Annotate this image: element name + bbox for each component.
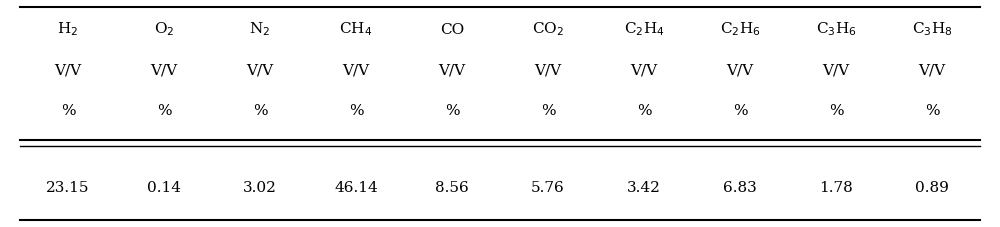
Text: V/V: V/V [918,63,946,77]
Text: V/V: V/V [150,63,178,77]
Text: 23.15: 23.15 [46,181,90,195]
Text: V/V: V/V [726,63,754,77]
Text: C$_3$H$_8$: C$_3$H$_8$ [912,21,952,38]
Text: V/V: V/V [438,63,466,77]
Text: %: % [157,104,171,118]
Text: %: % [541,104,555,118]
Text: %: % [829,104,843,118]
Text: O$_2$: O$_2$ [154,21,174,38]
Text: 46.14: 46.14 [334,181,378,195]
Text: C$_3$H$_6$: C$_3$H$_6$ [816,21,856,38]
Text: %: % [61,104,75,118]
Text: 8.56: 8.56 [435,181,469,195]
Text: V/V: V/V [246,63,274,77]
Text: CH$_4$: CH$_4$ [339,21,373,38]
Text: V/V: V/V [822,63,850,77]
Text: %: % [349,104,363,118]
Text: C$_2$H$_4$: C$_2$H$_4$ [624,21,664,38]
Text: %: % [253,104,267,118]
Text: %: % [445,104,459,118]
Text: 0.14: 0.14 [147,181,181,195]
Text: H$_2$: H$_2$ [57,21,79,38]
Text: 3.42: 3.42 [627,181,661,195]
Text: 3.02: 3.02 [243,181,277,195]
Text: 1.78: 1.78 [819,181,853,195]
Text: CO$_2$: CO$_2$ [532,21,564,38]
Text: V/V: V/V [534,63,562,77]
Text: V/V: V/V [342,63,370,77]
Text: %: % [925,104,939,118]
Text: 6.83: 6.83 [723,181,757,195]
Text: CO: CO [440,22,464,37]
Text: N$_2$: N$_2$ [249,21,271,38]
Text: V/V: V/V [54,63,82,77]
Text: C$_2$H$_6$: C$_2$H$_6$ [720,21,760,38]
Text: %: % [637,104,651,118]
Text: V/V: V/V [630,63,658,77]
Text: 0.89: 0.89 [915,181,949,195]
Text: 5.76: 5.76 [531,181,565,195]
Text: %: % [733,104,747,118]
